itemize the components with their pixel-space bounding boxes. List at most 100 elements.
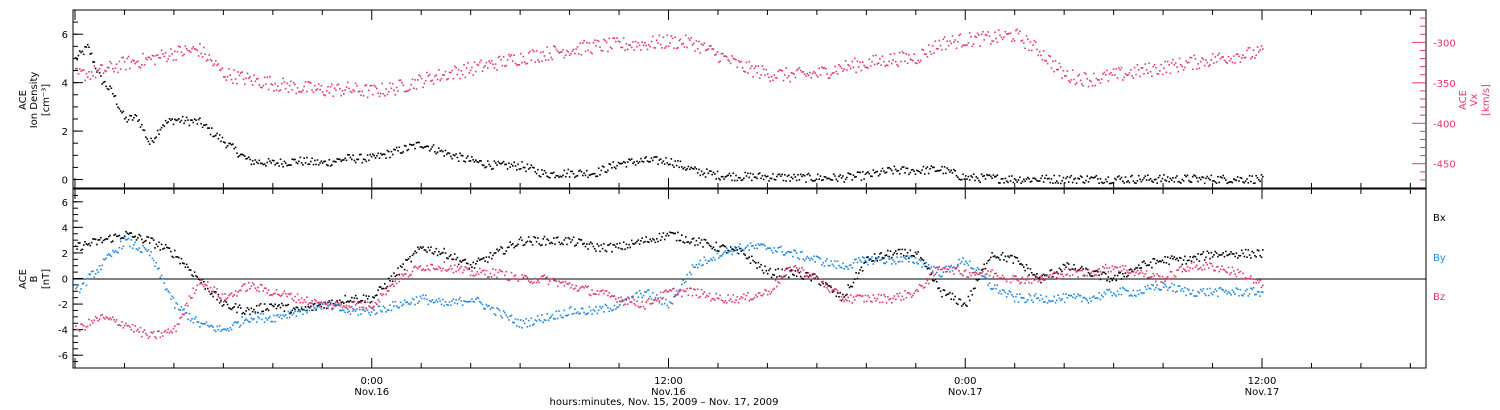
bottom-left-ylabel-line3: [nT] xyxy=(41,269,52,289)
by-point xyxy=(669,301,671,303)
bx-point xyxy=(497,250,500,252)
vx-point xyxy=(926,56,929,58)
vx-point xyxy=(302,89,304,91)
vx-point xyxy=(113,70,115,73)
bz-point xyxy=(1070,268,1073,270)
vx-point xyxy=(822,67,824,69)
bx-point xyxy=(888,255,890,258)
bz-point xyxy=(1037,280,1040,283)
ion-density-point xyxy=(1184,174,1186,177)
bz-point xyxy=(1213,269,1215,272)
by-point xyxy=(281,317,283,320)
vx-point xyxy=(347,81,349,84)
bx-point xyxy=(966,305,968,307)
ion-density-point xyxy=(265,165,267,167)
bz-point xyxy=(121,321,123,323)
ion-density-point xyxy=(1102,182,1104,185)
ion-density-point xyxy=(496,164,498,166)
ion-density-point xyxy=(1192,175,1194,178)
ion-density-point xyxy=(364,158,366,161)
bz-point xyxy=(399,277,402,280)
vx-point xyxy=(1066,70,1069,72)
bz-point xyxy=(1110,270,1112,273)
bx-point xyxy=(1103,271,1106,274)
bz-point xyxy=(1021,276,1024,279)
bx-point xyxy=(908,257,910,259)
bz-point xyxy=(765,290,768,292)
by-point xyxy=(586,313,588,316)
bx-point xyxy=(556,236,559,239)
bz-point xyxy=(543,274,546,277)
vx-point xyxy=(385,88,387,90)
bz-point xyxy=(671,288,674,290)
bz-point xyxy=(1227,266,1230,269)
by-point xyxy=(698,263,700,265)
vx-point xyxy=(924,53,926,55)
by-point xyxy=(1242,295,1244,297)
ion-density-point xyxy=(327,164,329,167)
vx-point xyxy=(393,89,395,92)
ion-density-point xyxy=(435,152,438,155)
bx-point xyxy=(1213,254,1215,256)
bz-point xyxy=(818,282,820,285)
by-point xyxy=(1025,300,1028,303)
by-point xyxy=(181,309,184,311)
ion-density-point xyxy=(393,148,395,151)
by-point xyxy=(461,304,464,306)
vx-point xyxy=(181,54,184,57)
bx-point xyxy=(828,285,831,287)
vx-point xyxy=(908,54,910,56)
bx-point xyxy=(943,289,946,292)
by-point xyxy=(702,264,704,266)
by-point xyxy=(1188,289,1190,291)
ion-density-point xyxy=(119,110,122,112)
ion-density-point xyxy=(1168,180,1170,183)
ion-density-point xyxy=(164,119,167,122)
ion-density-point xyxy=(947,169,950,171)
by-point xyxy=(386,309,389,311)
bz-point xyxy=(471,270,473,272)
bx-point xyxy=(961,305,963,307)
by-point xyxy=(802,258,805,260)
bx-point xyxy=(1001,252,1004,254)
by-point xyxy=(822,261,824,264)
ion-density-point xyxy=(1139,178,1141,181)
ion-density-point xyxy=(1067,181,1070,183)
vx-point xyxy=(452,78,455,80)
bx-point xyxy=(269,303,271,306)
bz-point xyxy=(1184,269,1186,271)
vx-point xyxy=(976,32,979,35)
bx-point xyxy=(399,265,402,267)
bz-point xyxy=(612,295,614,298)
bz-point xyxy=(1196,264,1198,267)
vx-point xyxy=(527,52,530,54)
bx-point xyxy=(1122,273,1124,275)
bx-point xyxy=(1254,254,1256,257)
bx-point xyxy=(885,254,888,256)
bz-point xyxy=(650,303,653,305)
by-point xyxy=(788,250,790,253)
bx-point xyxy=(296,306,299,309)
bx-point xyxy=(413,252,415,255)
by-point xyxy=(279,314,282,316)
by-point xyxy=(978,268,980,271)
by-point xyxy=(1052,300,1054,302)
vx-point xyxy=(436,78,439,81)
bx-point xyxy=(776,276,778,278)
ion-density-point xyxy=(1189,181,1191,183)
by-point xyxy=(296,310,299,313)
vx-point xyxy=(200,52,202,55)
by-point xyxy=(1168,287,1170,289)
by-point xyxy=(1111,294,1114,297)
by-point xyxy=(419,295,422,298)
bx-point xyxy=(469,264,472,266)
by-point xyxy=(525,318,527,320)
bx-point xyxy=(1207,252,1210,254)
bx-point xyxy=(488,256,490,258)
vx-point xyxy=(471,66,473,69)
ion-density-point xyxy=(121,111,123,114)
bx-point xyxy=(683,242,686,244)
vx-point xyxy=(489,62,492,64)
vx-point xyxy=(1111,74,1114,76)
bz-point xyxy=(1215,266,1218,268)
